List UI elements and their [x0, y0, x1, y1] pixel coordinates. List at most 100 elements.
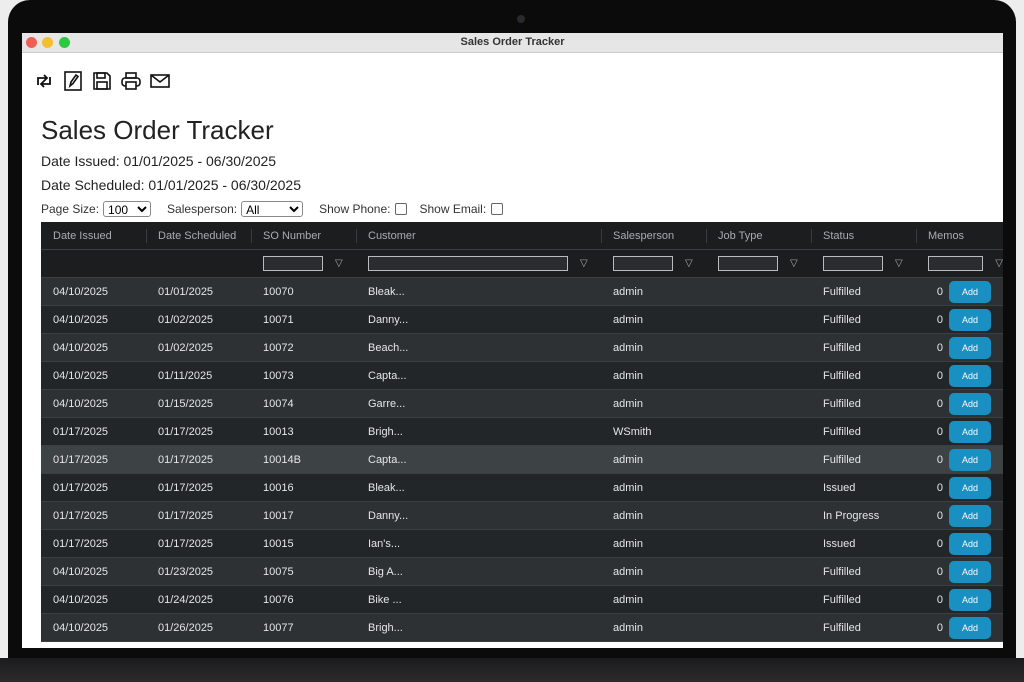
column-filter-input[interactable] — [718, 256, 778, 271]
table-row[interactable]: 01/17/2025 01/17/2025 10015 Ian's... admin Is… — [41, 530, 1003, 558]
table-cell: 0 Add — [916, 530, 1003, 557]
add-memo-button[interactable]: Add — [949, 392, 991, 415]
table-cell: 10013 — [263, 425, 294, 438]
edit-icon — [64, 71, 82, 91]
edit-button[interactable] — [63, 71, 83, 91]
orders-table: Date Issued Date Scheduled SO Number Custom… — [41, 222, 1003, 642]
salesperson-select[interactable]: All — [241, 201, 304, 217]
filter-icon[interactable]: ▽ — [580, 258, 588, 269]
filter-bar: Page Size: 100 Salesperson: All Show Pho… — [41, 201, 515, 217]
column-filter-input[interactable] — [823, 256, 883, 271]
save-button[interactable] — [92, 71, 112, 91]
add-memo-button[interactable]: Add — [949, 616, 991, 639]
refresh-button[interactable] — [34, 71, 54, 91]
show-email-label: Show Email: — [419, 202, 487, 216]
table-cell: 04/10/2025 — [53, 621, 109, 634]
maximize-button[interactable] — [59, 37, 70, 48]
table-cell: Bleak... — [368, 481, 405, 494]
table-row[interactable]: 04/10/2025 01/26/2025 10077 Brigh... admin Fu… — [41, 614, 1003, 642]
column-header[interactable]: Memos — [916, 222, 1003, 249]
table-cell: 01/17/2025 — [53, 425, 109, 438]
refresh-icon — [37, 74, 51, 88]
table-cell: admin — [613, 621, 643, 634]
table-cell: 10016 — [263, 481, 294, 494]
filter-cell: ▽ — [811, 250, 916, 277]
show-email-checkbox[interactable] — [491, 203, 504, 215]
table-cell: 0 Add — [916, 306, 1003, 333]
table-cell: Bleak... — [368, 285, 405, 298]
add-memo-button[interactable]: Add — [949, 420, 991, 443]
table-cell: admin — [613, 369, 643, 382]
table-row[interactable]: 04/10/2025 01/23/2025 10075 Big A... admin Fu… — [41, 558, 1003, 586]
table-cell: 04/10/2025 — [53, 313, 109, 326]
add-memo-button[interactable]: Add — [949, 588, 991, 611]
memo-count: 0 — [936, 621, 943, 634]
memo-count: 0 — [936, 537, 943, 550]
column-header[interactable]: Date Scheduled — [146, 222, 251, 249]
add-memo-button[interactable]: Add — [949, 448, 991, 471]
add-memo-button[interactable]: Add — [949, 280, 991, 303]
add-memo-button[interactable]: Add — [949, 336, 991, 359]
table-cell: Danny... — [368, 313, 409, 326]
add-memo-button[interactable]: Add — [949, 560, 991, 583]
table-row[interactable]: 01/17/2025 01/17/2025 10014B Capta... admin F… — [41, 446, 1003, 474]
print-icon — [121, 72, 141, 90]
column-filter-input[interactable] — [263, 256, 323, 271]
table-cell: Fulfilled — [823, 425, 861, 438]
table-cell: Issued — [823, 537, 856, 550]
table-row[interactable]: 01/17/2025 01/17/2025 10017 Danny... admin In… — [41, 502, 1003, 530]
filter-icon[interactable]: ▽ — [790, 258, 798, 269]
add-memo-button[interactable]: Add — [949, 364, 991, 387]
window-title: Sales Order Tracker — [460, 36, 565, 48]
table-cell: 01/17/2025 — [158, 509, 214, 522]
table-cell: 0 Add — [916, 334, 1003, 361]
table-cell: admin — [613, 565, 643, 578]
column-header[interactable]: Job Type — [706, 222, 811, 249]
table-row[interactable]: 04/10/2025 01/02/2025 10072 Beach... admin Fu… — [41, 334, 1003, 362]
table-cell — [706, 474, 811, 501]
column-header[interactable]: Status — [811, 222, 916, 249]
table-cell: Beach... — [368, 341, 409, 354]
filter-icon[interactable]: ▽ — [995, 258, 1003, 269]
filter-icon[interactable]: ▽ — [685, 258, 693, 269]
add-memo-button[interactable]: Add — [949, 308, 991, 331]
print-button[interactable] — [121, 71, 141, 91]
table-cell — [706, 558, 811, 585]
filter-icon[interactable]: ▽ — [335, 258, 343, 269]
table-cell: admin — [613, 285, 643, 298]
email-button[interactable] — [150, 71, 170, 91]
column-header[interactable]: Salesperson — [601, 222, 706, 249]
table-cell — [706, 334, 811, 361]
page-size-select[interactable]: 100 — [103, 201, 152, 217]
filter-icon[interactable]: ▽ — [895, 258, 903, 269]
table-cell: 0 Add — [916, 390, 1003, 417]
minimize-button[interactable] — [42, 37, 53, 48]
table-row[interactable]: 04/10/2025 01/01/2025 10070 Bleak... admin Fu… — [41, 278, 1003, 306]
column-filter-input[interactable] — [368, 256, 568, 271]
table-row[interactable]: 01/17/2025 01/17/2025 10013 Brigh... WSmith F… — [41, 418, 1003, 446]
column-header[interactable]: Date Issued — [53, 229, 112, 242]
filter-cell: ▽ — [706, 250, 811, 277]
table-body: 04/10/2025 01/01/2025 10070 Bleak... admin Fu… — [41, 278, 1003, 642]
table-row[interactable]: 04/10/2025 01/11/2025 10073 Capta... admin Fu… — [41, 362, 1003, 390]
table-cell: 10070 — [263, 285, 294, 298]
table-cell: 01/17/2025 — [158, 481, 214, 494]
close-button[interactable] — [26, 37, 37, 48]
table-cell: 0 Add — [916, 502, 1003, 529]
table-row[interactable]: 04/10/2025 01/15/2025 10074 Garre... admin Fu… — [41, 390, 1003, 418]
add-memo-button[interactable]: Add — [949, 504, 991, 527]
column-header[interactable]: SO Number — [251, 222, 356, 249]
table-row[interactable]: 01/17/2025 01/17/2025 10016 Bleak... admin Is… — [41, 474, 1003, 502]
table-row[interactable]: 04/10/2025 01/24/2025 10076 Bike ... admin Fu… — [41, 586, 1003, 614]
add-memo-button[interactable]: Add — [949, 532, 991, 555]
table-cell: Fulfilled — [823, 453, 861, 466]
table-row[interactable]: 04/10/2025 01/02/2025 10071 Danny... admin Fu… — [41, 306, 1003, 334]
column-header[interactable]: Customer — [356, 222, 601, 249]
add-memo-button[interactable]: Add — [949, 476, 991, 499]
table-cell: Fulfilled — [823, 285, 861, 298]
column-filter-input[interactable] — [613, 256, 673, 271]
column-filter-input[interactable] — [928, 256, 984, 271]
table-cell: 01/17/2025 — [158, 537, 214, 550]
table-cell: 04/10/2025 — [53, 565, 109, 578]
show-phone-checkbox[interactable] — [395, 203, 408, 215]
